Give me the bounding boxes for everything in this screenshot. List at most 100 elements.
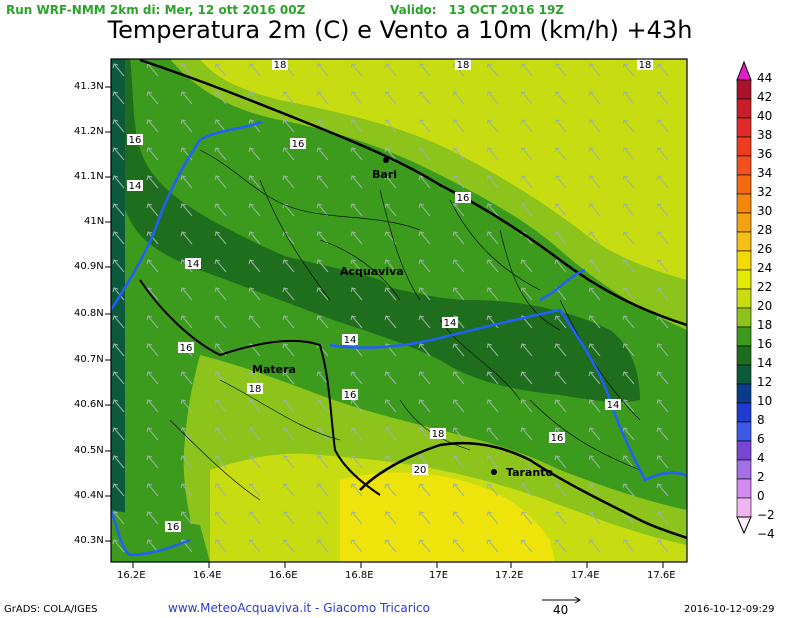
city-matera: Matera <box>252 363 296 376</box>
colorbar-swatch <box>736 459 752 480</box>
city-dot <box>383 157 389 163</box>
contour-label: 16 <box>292 139 305 150</box>
lon-label: 17E <box>429 570 449 581</box>
colorbar-swatch <box>736 288 752 309</box>
contour-label: 16 <box>180 343 193 354</box>
lat-label: 41.3N <box>74 81 104 92</box>
run-label: Run WRF-NMM 2km di: Mer, 12 ott 2016 00Z <box>6 3 305 17</box>
lat-label: 40.7N <box>74 354 104 365</box>
colorbar-label: 44 <box>757 71 773 85</box>
colorbar-label: 0 <box>757 489 765 503</box>
coastline-ionian <box>359 441 687 540</box>
colorbar-label: −4 <box>757 527 775 541</box>
colorbar-label: 2 <box>757 470 765 484</box>
wind-reference <box>542 596 581 604</box>
colorbar-swatch <box>736 440 752 461</box>
lat-label: 40.4N <box>74 490 104 501</box>
colorbar-label: 16 <box>757 337 773 351</box>
contour-label: 18 <box>432 429 445 440</box>
wind-vectors <box>111 59 687 562</box>
map-title: Temperatura 2m (C) e Vento a 10m (km/h) … <box>107 16 693 44</box>
colorbar <box>736 60 752 535</box>
contour-label: 14 <box>129 181 142 192</box>
run-name: Run WRF-NMM 2km di: <box>6 3 161 17</box>
colorbar-swatch <box>736 345 752 366</box>
valid-date: 13 OCT 2016 19Z <box>448 3 565 17</box>
colorbar-label: 24 <box>757 261 773 275</box>
lon-label: 16.6E <box>269 570 298 581</box>
contour-label: 16 <box>457 193 470 204</box>
colorbar-swatch <box>736 307 752 328</box>
lat-label: 41N <box>84 216 105 227</box>
city-bari: Bari <box>372 168 397 181</box>
grads-credit: GrADS: COLA/IGES <box>4 604 98 615</box>
city-dot <box>491 469 497 475</box>
colorbar-swatch <box>736 193 752 214</box>
colorbar-swatch <box>736 136 752 157</box>
site-credit: www.MeteoAcquaviva.it - Giacomo Tricaric… <box>168 601 430 615</box>
wind-reference-value: 40 <box>553 603 569 617</box>
colorbar-label: 14 <box>757 356 773 370</box>
colorbar-label: 12 <box>757 375 773 389</box>
colorbar-label: −2 <box>757 508 775 522</box>
colorbar-label: 22 <box>757 280 773 294</box>
colorbar-swatch <box>736 497 752 518</box>
contour-label: 14 <box>344 335 357 346</box>
lat-label: 40.3N <box>74 535 104 546</box>
colorbar-swatch <box>736 155 752 176</box>
contour-label: 14 <box>444 318 457 329</box>
colorbar-swatch <box>736 212 752 233</box>
lon-label: 17.6E <box>647 570 676 581</box>
colorbar-label: 40 <box>757 109 773 123</box>
lat-label: 41.1N <box>74 171 104 182</box>
lat-label: 41.2N <box>74 126 104 137</box>
lat-label: 40.5N <box>74 445 104 456</box>
region-border <box>139 279 381 496</box>
colorbar-swatch <box>736 79 752 100</box>
valid-label: Valido: 13 OCT 2016 19Z <box>390 3 564 17</box>
colorbar-label: 26 <box>757 242 773 256</box>
colorbar-cap-top <box>736 60 752 81</box>
contour-label: 18 <box>249 384 262 395</box>
colorbar-label: 20 <box>757 299 773 313</box>
axis-ticks <box>105 86 664 568</box>
lat-label: 40.9N <box>74 261 104 272</box>
lon-label: 17.4E <box>571 570 600 581</box>
colorbar-swatch <box>736 231 752 252</box>
colorbar-label: 10 <box>757 394 773 408</box>
colorbar-label: 18 <box>757 318 773 332</box>
city-taranto: Taranto <box>506 466 553 479</box>
lat-label: 40.8N <box>74 308 104 319</box>
lon-label: 16.8E <box>345 570 374 581</box>
contour-label: 18 <box>457 60 470 71</box>
colorbar-swatch <box>736 174 752 195</box>
run-date: Mer, 12 ott 2016 00Z <box>164 3 306 17</box>
colorbar-swatch <box>736 269 752 290</box>
colorbar-swatch <box>736 478 752 499</box>
contour-label: 16 <box>551 433 564 444</box>
colorbar-label: 42 <box>757 90 773 104</box>
colorbar-swatch <box>736 98 752 119</box>
colorbar-swatch <box>736 421 752 442</box>
valid-text: Valido: <box>390 3 437 17</box>
contour-label: 18 <box>274 60 287 71</box>
rivers <box>111 120 687 557</box>
lon-label: 16.4E <box>193 570 222 581</box>
colorbar-label: 38 <box>757 128 773 142</box>
colorbar-label: 28 <box>757 223 773 237</box>
colorbar-label: 30 <box>757 204 773 218</box>
contour-label: 20 <box>414 465 427 476</box>
lon-label: 16.2E <box>117 570 146 581</box>
colorbar-swatch <box>736 364 752 385</box>
contour-label: 16 <box>167 522 180 533</box>
colorbar-label: 8 <box>757 413 765 427</box>
lon-label: 17.2E <box>495 570 524 581</box>
colorbar-swatch <box>736 326 752 347</box>
contour-labels: 18 18 18 16 16 14 14 16 14 14 16 18 16 1… <box>127 59 653 533</box>
colorbar-swatch <box>736 383 752 404</box>
colorbar-label: 32 <box>757 185 773 199</box>
map-frame <box>110 58 688 563</box>
city-labels: Bari Acquaviva Matera Taranto <box>252 157 553 479</box>
colorbar-label: 34 <box>757 166 773 180</box>
